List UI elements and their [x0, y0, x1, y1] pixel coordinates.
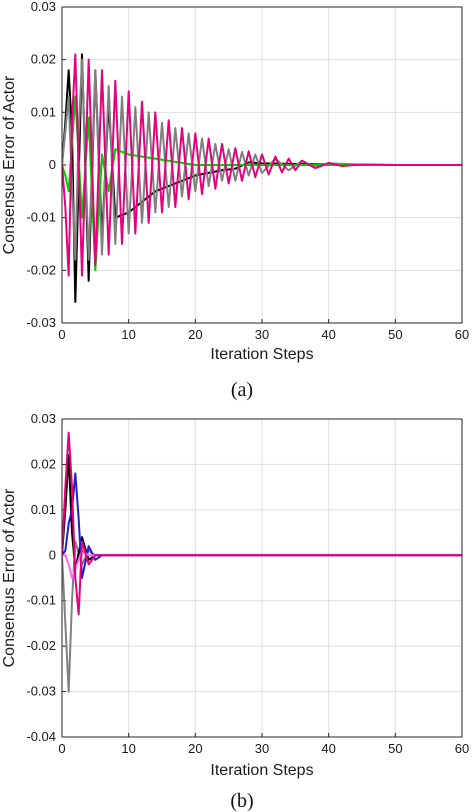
- y-tick-label: -0.02: [26, 262, 56, 277]
- y-tick-label: -0.03: [26, 315, 56, 330]
- chart-panel-0: -0.03 -0.02 -0.01 0 0.01 0.02 0.03 0 10 20 30 40 50 6…: [1, 0, 469, 401]
- x-tick-label: 60: [455, 327, 469, 342]
- y-tick-label: -0.03: [26, 684, 56, 699]
- x-tick-label: 50: [388, 327, 402, 342]
- y-tick-label: 0.03: [31, 411, 56, 426]
- y-tick-label: -0.01: [26, 210, 56, 225]
- x-tick-label: 0: [58, 327, 65, 342]
- axes-frame: [61, 6, 463, 324]
- series-line-2: [62, 472, 462, 579]
- panel-caption: (b): [230, 790, 253, 812]
- x-tick-label: 60: [455, 741, 469, 756]
- y-axis-label: Consensus Error of Actor: [1, 75, 18, 254]
- x-tick-label: 20: [188, 327, 202, 342]
- y-tick-label: 0.01: [31, 502, 56, 517]
- x-tick-label: 10: [121, 327, 135, 342]
- y-tick-label: 0: [49, 547, 56, 562]
- axes-frame: [61, 418, 463, 738]
- y-tick-label: 0: [49, 157, 56, 172]
- y-tick-label: 0.02: [31, 456, 56, 471]
- x-axis-label: Iteration Steps: [210, 346, 313, 363]
- x-tick-label: 10: [121, 741, 135, 756]
- x-axis-label: Iteration Steps: [210, 762, 313, 779]
- y-tick-label: 0.02: [31, 52, 56, 67]
- x-tick-label: 0: [58, 741, 65, 756]
- y-tick-label: -0.02: [26, 638, 56, 653]
- x-tick-label: 40: [321, 741, 335, 756]
- series-line-0: [62, 53, 462, 303]
- panel-caption: (a): [231, 379, 253, 401]
- x-tick-label: 30: [255, 327, 269, 342]
- x-tick-label: 20: [188, 741, 202, 756]
- x-tick-label: 30: [255, 741, 269, 756]
- chart-panel-1: -0.04 -0.03 -0.02 -0.01 0 0.01 0.02 0.03 0 10 20 30…: [1, 411, 469, 812]
- x-tick-label: 50: [388, 741, 402, 756]
- y-tick-label: -0.01: [26, 593, 56, 608]
- series-line-3: [62, 53, 462, 277]
- y-axis-label: Consensus Error of Actor: [1, 488, 18, 667]
- x-tick-label: 40: [321, 327, 335, 342]
- series-line-4: [62, 431, 462, 616]
- series-line-1: [62, 58, 462, 261]
- y-tick-label: -0.04: [26, 729, 56, 744]
- y-tick-label: 0.03: [31, 0, 56, 14]
- y-tick-label: 0.01: [31, 104, 56, 119]
